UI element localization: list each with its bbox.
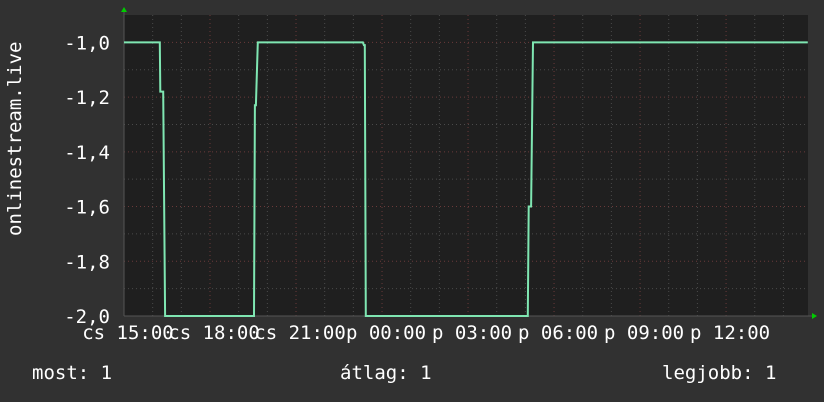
x-tick-label: p 09:00 xyxy=(604,322,684,344)
x-tick-label: p 12:00 xyxy=(690,322,770,344)
legend-current: most: 1 xyxy=(32,362,113,384)
y-axis-label: onlinestream.live xyxy=(4,41,26,236)
y-tick-label: -1,6 xyxy=(64,197,110,219)
legend-max: legjobb: 1 xyxy=(662,362,777,384)
x-axis-arrow xyxy=(812,313,817,319)
x-tick-label: p 03:00 xyxy=(432,322,512,344)
legend-average: átlag: 1 xyxy=(340,362,432,384)
x-tick-label: cs 21:00 xyxy=(254,322,346,344)
y-tick-label: -1,2 xyxy=(64,87,110,109)
x-tick-label: cs 15:00 xyxy=(82,322,174,344)
y-tick-label: -1,8 xyxy=(64,251,110,273)
x-tick-label: p 00:00 xyxy=(346,322,426,344)
series-line xyxy=(124,41,808,317)
y-axis-arrow xyxy=(121,7,127,12)
y-tick-label: -1,4 xyxy=(64,142,110,164)
plot-area xyxy=(124,15,808,316)
y-tick-label: -2,0 xyxy=(64,306,110,328)
y-tick-label: -1,0 xyxy=(64,32,110,54)
x-tick-label: p 06:00 xyxy=(518,322,598,344)
x-tick-label: cs 18:00 xyxy=(168,322,260,344)
